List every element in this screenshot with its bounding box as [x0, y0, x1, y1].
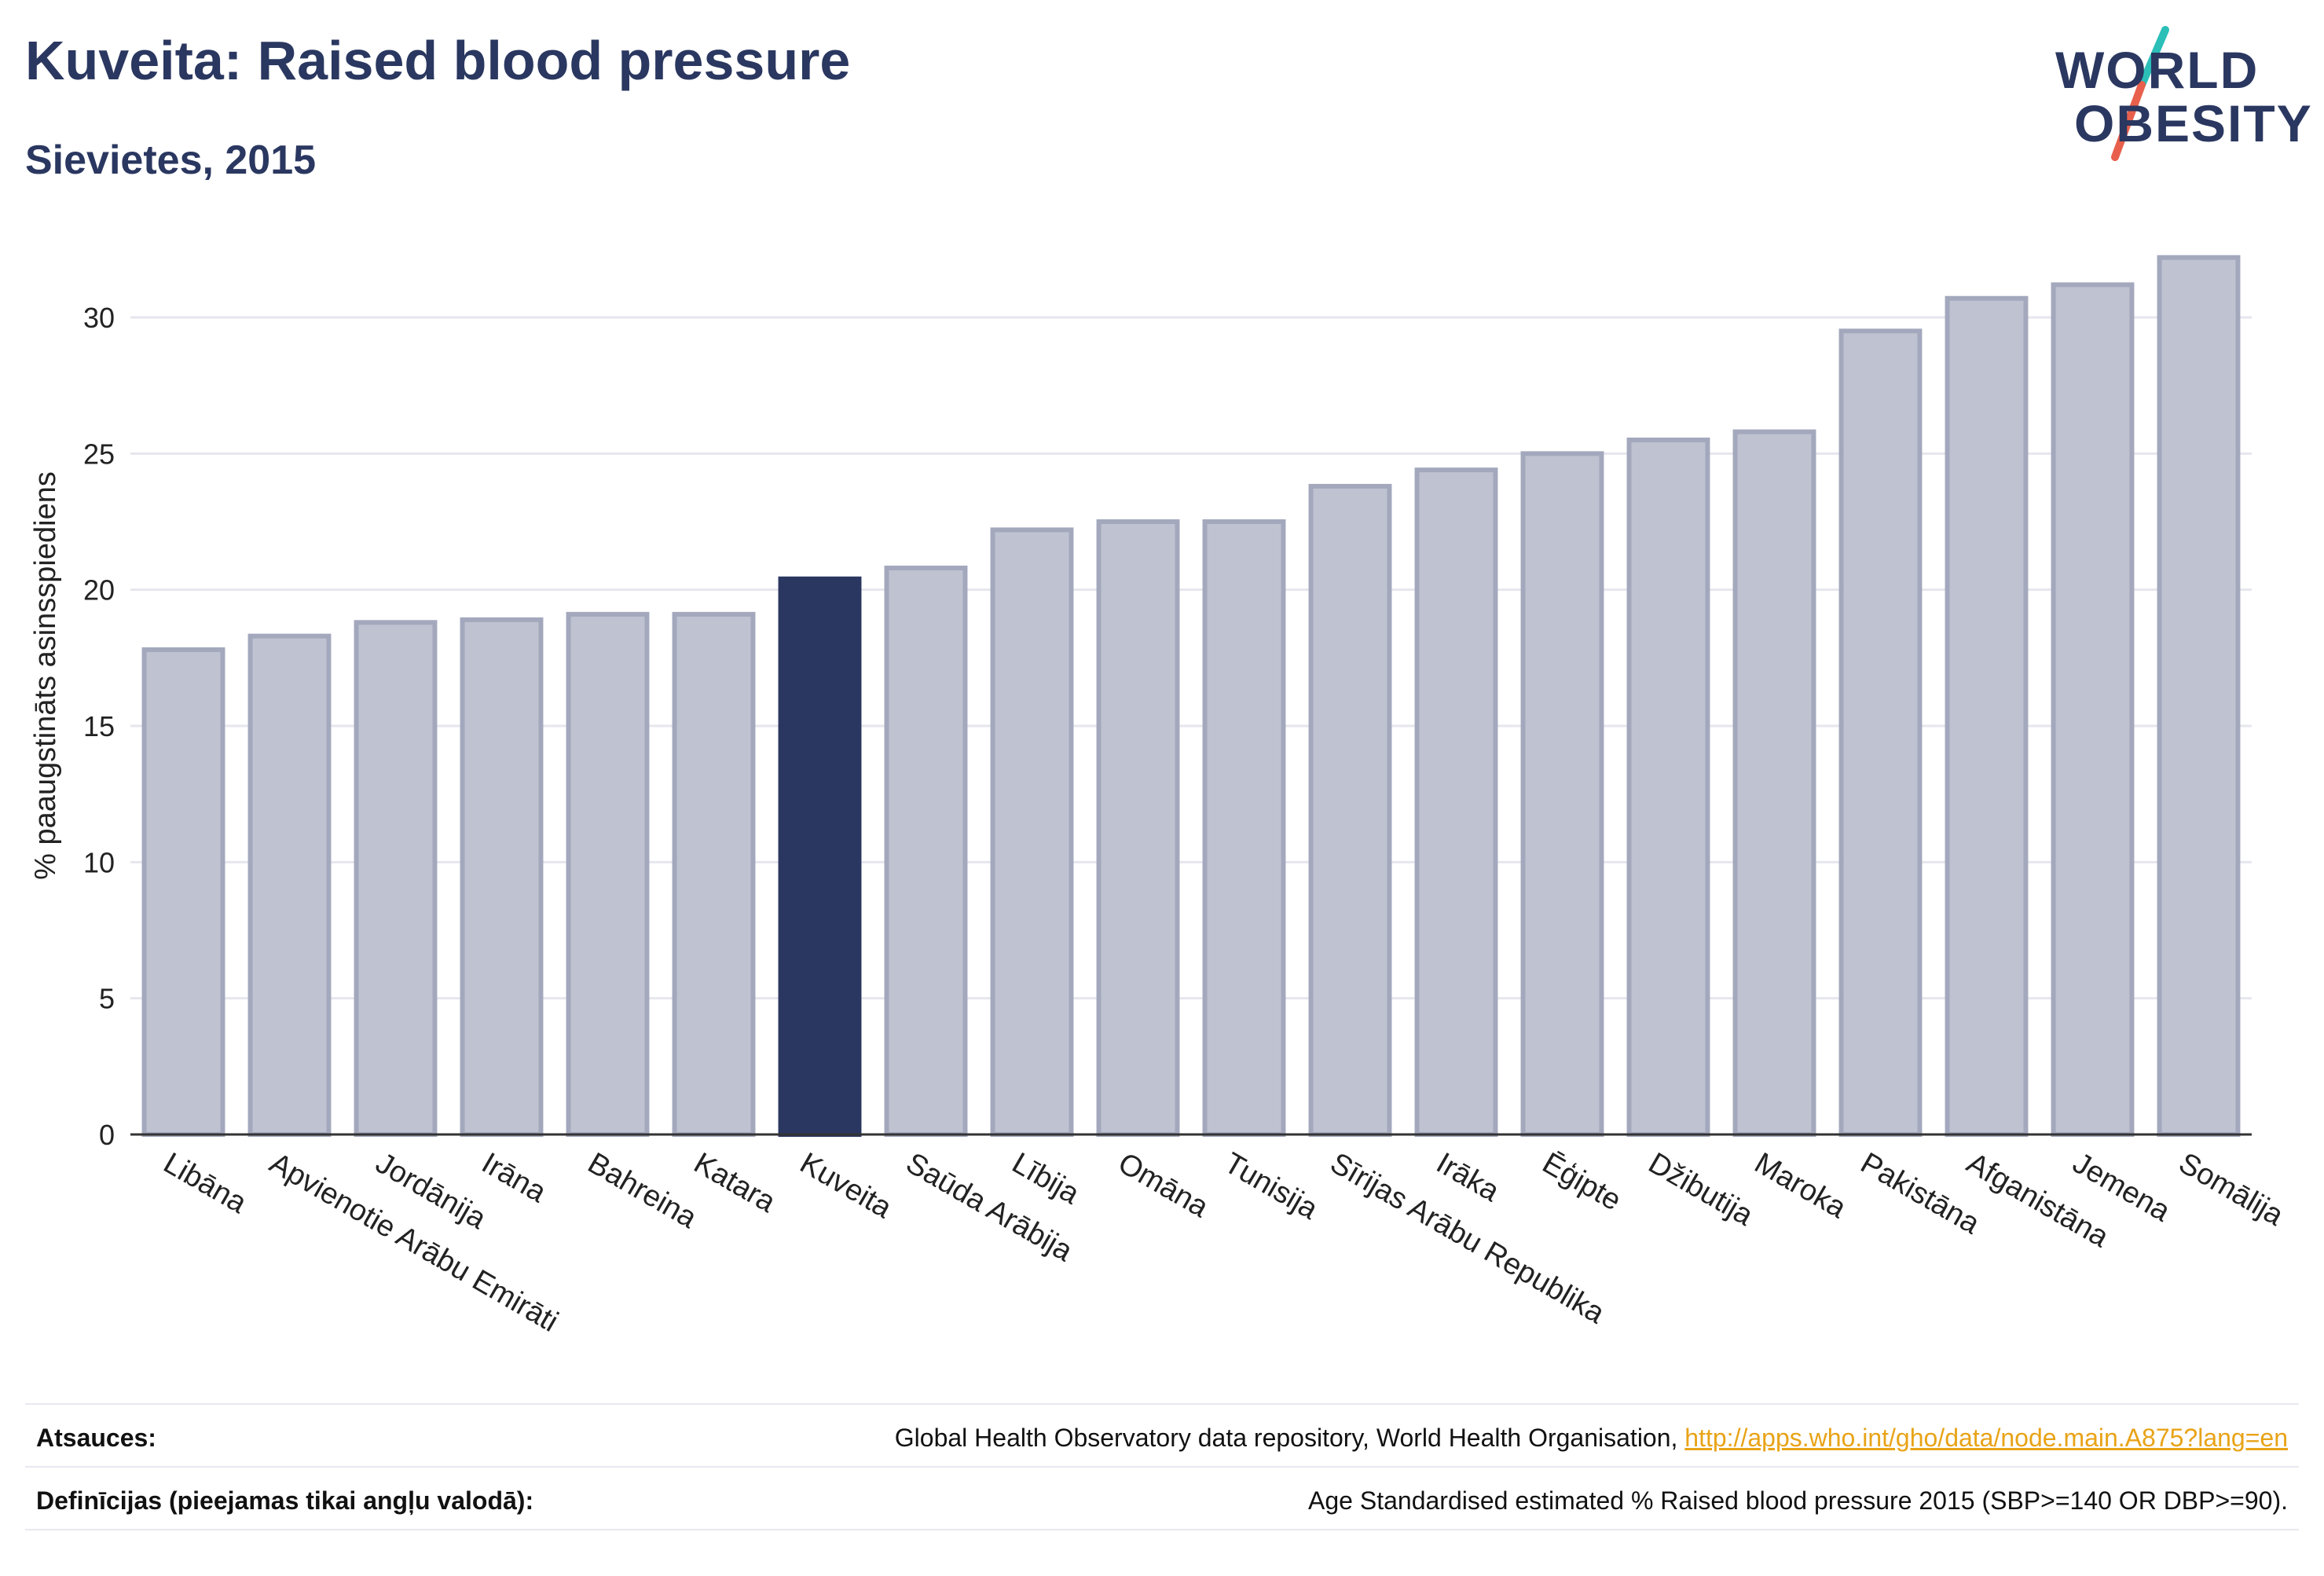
bar: [141, 647, 225, 1137]
x-tick-label: Ēģipte: [1537, 1146, 1626, 1217]
bar: [1202, 519, 1286, 1137]
y-tick-label: 10: [83, 846, 115, 878]
bar: [247, 633, 332, 1137]
x-tick-label: Tunisija: [1219, 1146, 1324, 1226]
x-tick-labels: Libāna Apvienotie Arābu EmirātiJordānijaI…: [158, 1146, 2289, 1338]
x-tick-label: Kuveita: [794, 1146, 898, 1225]
x-tick-label: Bahreina: [582, 1146, 702, 1235]
logo-line2: OBESITY: [2074, 94, 2313, 152]
bar: [1732, 429, 1816, 1137]
bar: [460, 617, 544, 1137]
y-tick-label: 25: [83, 438, 115, 470]
logo-line1: WORLD: [2055, 41, 2260, 99]
chart-subtitle: Sievietes, 2015: [25, 137, 317, 183]
x-tick-label: Lībija: [1006, 1146, 1085, 1211]
bar: [1838, 328, 1923, 1138]
x-tick-label: Libāna: [158, 1146, 253, 1220]
definitions-value: Age Standardised estimated % Raised bloo…: [1308, 1486, 2288, 1515]
y-tick-label: 5: [99, 983, 115, 1015]
x-tick-label: Irāka: [1431, 1146, 1505, 1208]
sources-text: Global Health Observatory data repositor…: [894, 1424, 1685, 1452]
sources-row: Atsauces: Global Health Observatory data…: [25, 1403, 2299, 1466]
bar: [1096, 519, 1180, 1137]
definitions-label: Definīcijas (pieejamas tikai angļu valod…: [36, 1486, 534, 1515]
sources-link[interactable]: http://apps.who.int/gho/data/node.main.A…: [1684, 1424, 2288, 1452]
bar: [2051, 282, 2135, 1137]
sources-label: Atsauces:: [36, 1424, 156, 1452]
x-tick-label: Katara: [688, 1146, 782, 1219]
x-tick-label: Somālija: [2173, 1146, 2289, 1233]
y-tick-label: 15: [83, 710, 115, 742]
y-tick-label: 0: [99, 1119, 115, 1151]
bar-highlight: [778, 576, 862, 1137]
y-tick-labels: 0 5 10 15 20 25 30: [83, 302, 115, 1151]
bar: [672, 611, 756, 1137]
y-tick-label: 20: [83, 574, 115, 607]
definitions-row: Definīcijas (pieejamas tikai angļu valod…: [25, 1466, 2299, 1530]
bar: [1308, 483, 1392, 1137]
bar: [2157, 255, 2241, 1138]
x-tick-label: Džibutija: [1643, 1146, 1759, 1233]
bar: [1520, 451, 1604, 1137]
chart-title: Kuveita: Raised blood pressure: [25, 30, 851, 91]
x-tick-label: Omāna: [1113, 1146, 1215, 1224]
x-tick-label: Pakistāna: [1855, 1146, 1985, 1241]
bar: [354, 620, 438, 1137]
gridlines: [130, 316, 2252, 1000]
bars: [141, 255, 2241, 1138]
bar: [884, 565, 968, 1137]
bar: [566, 611, 650, 1137]
bar: [990, 527, 1074, 1137]
y-tick-label: 30: [83, 302, 115, 334]
bar: [1626, 438, 1710, 1137]
world-obesity-logo: WORLD OBESITY: [2043, 22, 2311, 163]
sources-value: Global Health Observatory data repositor…: [895, 1425, 2288, 1450]
x-tick-label: Maroka: [1749, 1146, 1852, 1225]
x-tick-label: Irāna: [476, 1146, 552, 1209]
bar: [1414, 467, 1498, 1137]
bar: [1945, 295, 2029, 1138]
bar-chart: 0 5 10 15 20 25 30 Libāna Apvienotie Arābu Emir…: [29, 255, 2289, 1339]
y-axis-label: % paaugstināts asinsspiediens: [29, 471, 62, 880]
logo-slash-icon: [2111, 26, 2169, 161]
